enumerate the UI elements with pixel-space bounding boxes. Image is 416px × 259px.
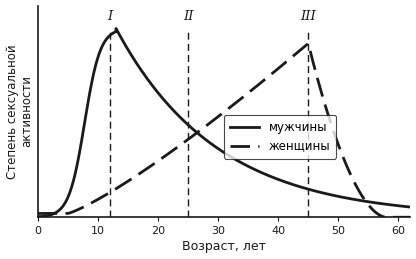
- Text: III: III: [300, 10, 316, 23]
- Text: II: II: [183, 10, 193, 23]
- X-axis label: Возраст, лет: Возраст, лет: [182, 240, 266, 254]
- Text: I: I: [107, 10, 112, 23]
- Y-axis label: Степень сексуальной
активности: Степень сексуальной активности: [5, 44, 34, 179]
- Legend: мужчины, женщины: мужчины, женщины: [224, 115, 336, 159]
